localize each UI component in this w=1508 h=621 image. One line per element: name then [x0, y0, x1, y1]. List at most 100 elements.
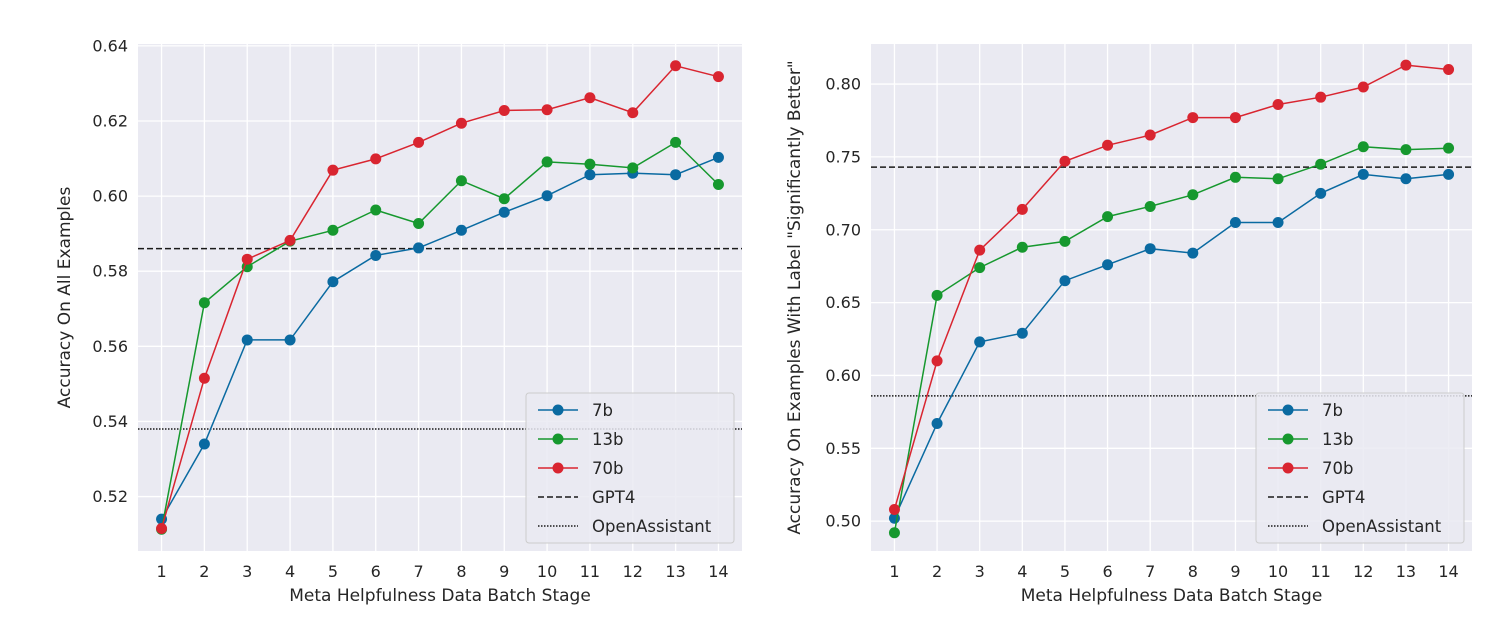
legend-label: 7b	[592, 401, 613, 420]
data-point-70b	[931, 355, 943, 367]
data-point-70b	[1272, 98, 1284, 110]
data-point-70b	[1229, 112, 1241, 124]
data-point-13b	[1187, 189, 1199, 201]
legend-label: OpenAssistant	[592, 517, 712, 536]
data-point-70b	[327, 164, 339, 176]
data-point-7b	[1315, 187, 1327, 199]
data-point-7b	[670, 169, 682, 181]
series-line-7b	[893, 173, 1449, 519]
x-tick-label: 9	[1230, 562, 1240, 581]
data-point-7b	[1443, 168, 1455, 180]
x-axis-label: Meta Helpfulness Data Batch Stage	[1021, 586, 1323, 606]
x-tick-label: 11	[580, 562, 600, 581]
series-line-13b	[160, 141, 719, 530]
y-tick-label: 0.60	[825, 366, 861, 385]
y-tick-label: 0.80	[825, 75, 861, 94]
x-tick-label: 1	[889, 562, 899, 581]
data-point-70b	[584, 92, 596, 104]
data-point-7b	[198, 438, 210, 450]
data-point-7b	[974, 336, 986, 348]
data-point-70b	[1102, 139, 1114, 151]
data-point-13b	[498, 193, 510, 205]
x-tick-label: 2	[932, 562, 942, 581]
data-point-70b	[413, 136, 425, 148]
data-point-13b	[327, 224, 339, 236]
x-tick-label: 13	[1396, 562, 1416, 581]
data-point-7b	[284, 334, 296, 346]
data-point-13b	[888, 527, 900, 539]
data-point-7b	[584, 169, 596, 181]
data-point-70b	[627, 107, 639, 119]
y-axis-label: Accuracy On Examples With Label "Signifi…	[785, 60, 805, 534]
y-tick-label: 0.70	[825, 220, 861, 239]
y-tick-label: 0.75	[825, 147, 861, 166]
x-tick-label: 8	[456, 562, 466, 581]
x-tick-label: 6	[1102, 562, 1112, 581]
data-point-7b	[1059, 275, 1071, 287]
y-tick-label: 0.62	[92, 111, 128, 130]
chart-panel-2: 1 2 3 4 5 6 7 8 9 10 11 12 13 140.500.550.600.650.700…	[785, 44, 1472, 606]
data-point-70b	[498, 104, 510, 116]
data-point-70b	[156, 522, 168, 534]
x-tick-label: 12	[623, 562, 643, 581]
x-tick-label: 11	[1311, 562, 1331, 581]
x-tick-label: 12	[1353, 562, 1373, 581]
y-tick-label: 0.52	[92, 487, 128, 506]
data-point-13b	[627, 162, 639, 174]
legend-marker-13b	[552, 433, 564, 445]
legend-label: OpenAssistant	[1322, 517, 1442, 536]
legend-label: GPT4	[592, 488, 635, 507]
data-point-13b	[1229, 171, 1241, 183]
data-point-13b	[1144, 200, 1156, 212]
series-line-13b	[893, 145, 1449, 533]
y-tick-label: 0.50	[825, 512, 861, 531]
legend-label: 13b	[1322, 430, 1353, 449]
data-point-7b	[1272, 216, 1284, 228]
data-point-13b	[1400, 144, 1412, 156]
x-tick-label: 4	[1017, 562, 1027, 581]
data-point-13b	[370, 204, 382, 216]
data-point-7b	[1400, 173, 1412, 185]
x-tick-label: 4	[285, 562, 295, 581]
data-point-70b	[1016, 203, 1028, 215]
data-point-13b	[1315, 158, 1327, 170]
x-tick-label: 2	[199, 562, 209, 581]
x-tick-label: 7	[1145, 562, 1155, 581]
legend-marker-7b	[552, 404, 564, 416]
data-point-7b	[241, 334, 253, 346]
series-line-70b	[893, 64, 1449, 510]
x-tick-label: 3	[975, 562, 985, 581]
x-tick-label: 13	[665, 562, 685, 581]
data-point-7b	[1016, 327, 1028, 339]
data-point-13b	[1016, 241, 1028, 253]
data-point-70b	[712, 71, 724, 83]
data-point-70b	[455, 117, 467, 129]
y-tick-label: 0.58	[92, 262, 128, 281]
x-tick-label: 10	[1268, 562, 1288, 581]
legend-label: 7b	[1322, 401, 1343, 420]
x-tick-label: 1	[156, 562, 166, 581]
x-axis-label: Meta Helpfulness Data Batch Stage	[289, 586, 591, 606]
data-point-70b	[284, 234, 296, 246]
chart-panel-1: 1 2 3 4 5 6 7 8 9 10 11 12 13 140.520.540.560.580.600…	[55, 36, 742, 606]
data-point-13b	[455, 175, 467, 187]
legend: 7b 13b 70b GPT4 OpenAssistant	[525, 392, 735, 544]
data-point-7b	[1102, 259, 1114, 271]
y-tick-label: 0.56	[92, 337, 128, 356]
data-point-13b	[974, 262, 986, 274]
data-point-7b	[1229, 216, 1241, 228]
data-point-13b	[584, 158, 596, 170]
data-point-13b	[931, 289, 943, 301]
data-point-70b	[1144, 129, 1156, 141]
data-point-7b	[1144, 243, 1156, 255]
y-tick-label: 0.65	[825, 293, 861, 312]
x-tick-label: 7	[413, 562, 423, 581]
data-point-7b	[370, 249, 382, 261]
x-tick-label: 14	[708, 562, 728, 581]
x-tick-label: 9	[499, 562, 509, 581]
data-point-7b	[498, 206, 510, 218]
y-axis-label: Accuracy On All Examples	[55, 187, 75, 409]
y-tick-label: 0.60	[92, 187, 128, 206]
x-tick-label: 5	[328, 562, 338, 581]
